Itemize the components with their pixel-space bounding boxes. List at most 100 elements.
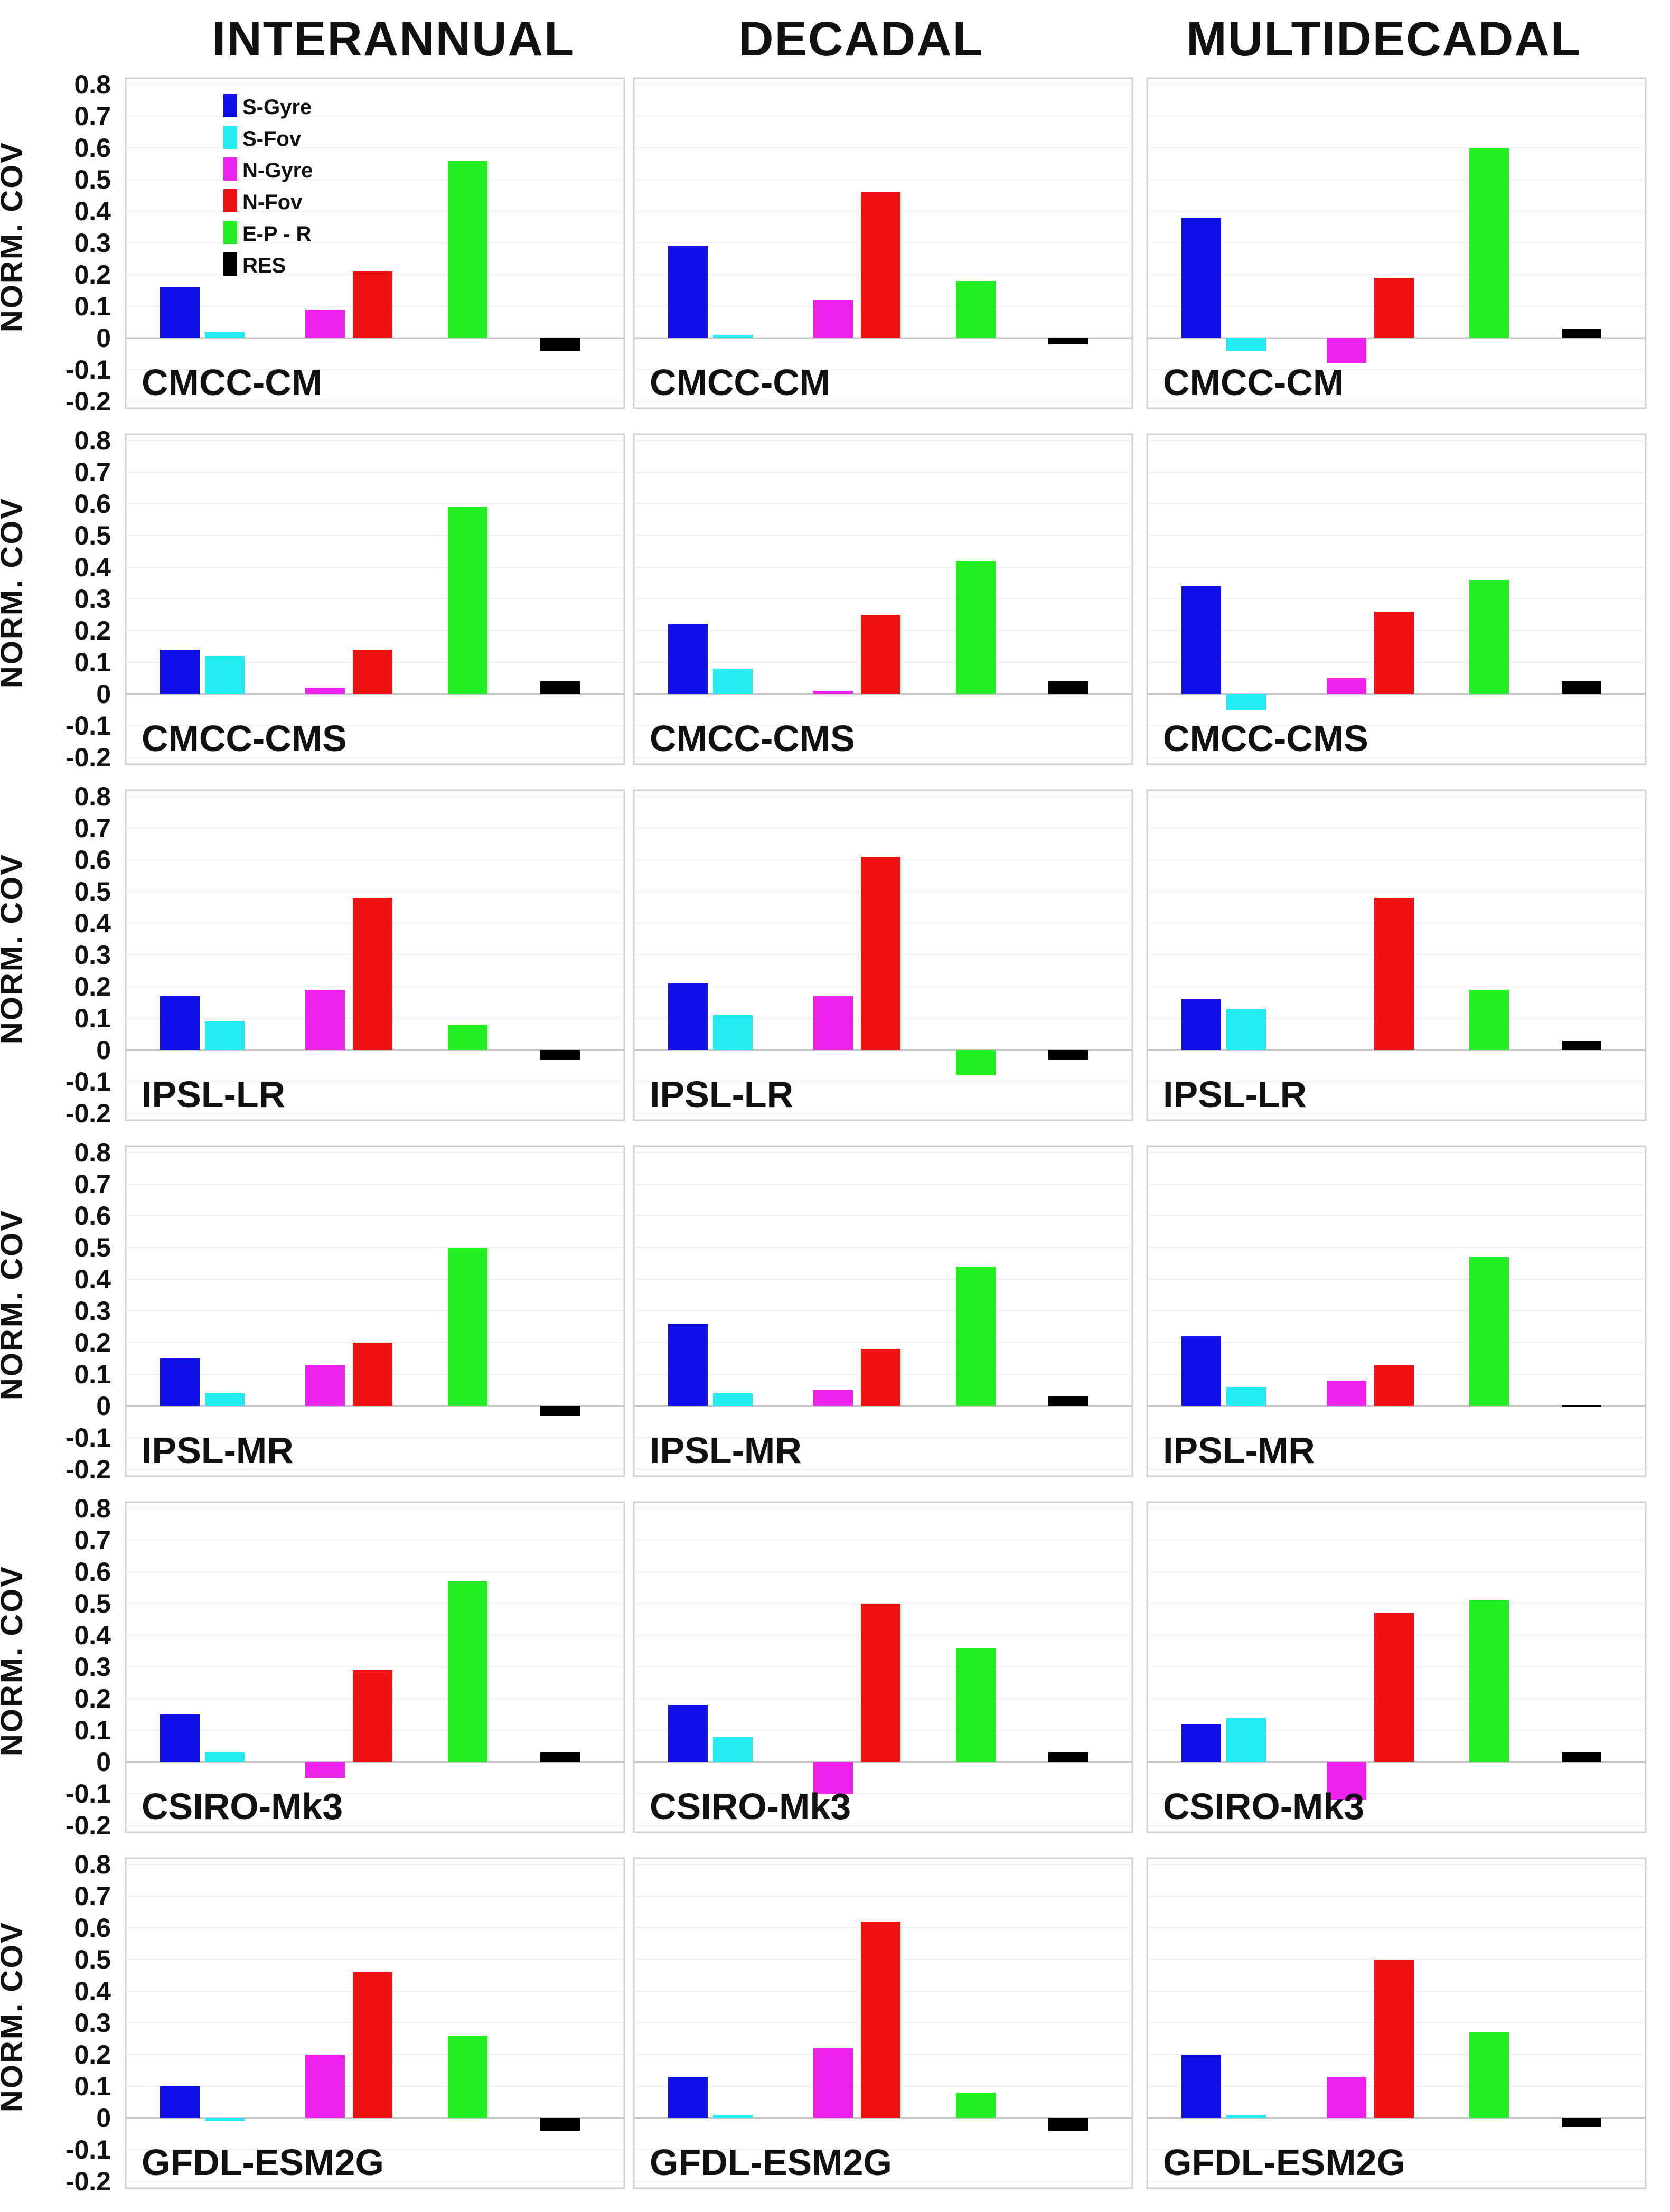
- y-tick-label: 0.4: [74, 1620, 111, 1650]
- model-label: IPSL-LR: [650, 1074, 793, 1115]
- bar-n-fov: [1374, 612, 1414, 694]
- legend-swatch-e-p-r: [223, 221, 237, 244]
- y-tick-label: 0.6: [74, 1913, 111, 1943]
- y-tick-label: 0.8: [74, 1138, 111, 1167]
- y-axis-label: NORM. COV: [0, 141, 29, 332]
- y-tick-label: -0.2: [65, 2167, 111, 2196]
- y-tick-label: 0.2: [74, 260, 111, 289]
- bar-n-fov: [1374, 1960, 1414, 2118]
- legend-label-s-gyre: S-Gyre: [242, 96, 312, 119]
- y-tick-label: -0.1: [65, 355, 111, 385]
- y-axis-label: NORM. COV: [0, 1921, 29, 2112]
- bar-res: [1562, 1752, 1601, 1762]
- y-tick-label: 0.4: [74, 1264, 111, 1294]
- bar-s-gyre: [1181, 1724, 1221, 1762]
- bar-s-gyre: [160, 650, 200, 694]
- bar-n-gyre: [305, 990, 345, 1050]
- bar-s-fov: [1226, 694, 1266, 710]
- legend-swatch-s-gyre: [223, 94, 237, 117]
- model-label: GFDL-ESM2G: [142, 2142, 384, 2183]
- y-tick-label: 0: [96, 1747, 111, 1777]
- y-tick-label: 0.6: [74, 489, 111, 519]
- bar-e-p-r: [956, 2093, 996, 2118]
- bar-s-gyre: [1181, 999, 1221, 1050]
- bar-res: [1562, 329, 1601, 338]
- bar-s-gyre: [668, 1324, 708, 1406]
- bar-n-fov: [353, 1670, 392, 1762]
- bar-s-fov: [713, 1737, 753, 1762]
- model-label: CMCC-CM: [142, 362, 322, 403]
- bar-n-fov: [1374, 1365, 1414, 1406]
- bar-e-p-r: [1469, 1257, 1509, 1406]
- bar-n-gyre: [813, 2048, 853, 2118]
- y-tick-label: 0.2: [74, 972, 111, 1001]
- bar-res: [540, 1050, 580, 1060]
- y-tick-label: 0.7: [74, 813, 111, 843]
- y-tick-label: 0.4: [74, 1976, 111, 2006]
- panel-cmcc-cms-decadal: CMCC-CMS: [633, 433, 1133, 765]
- model-label: IPSL-MR: [650, 1430, 802, 1471]
- bar-n-fov: [861, 1349, 900, 1406]
- legend-label-n-gyre: N-Gyre: [242, 159, 313, 182]
- bar-s-gyre: [160, 287, 200, 338]
- bar-s-gyre: [668, 624, 708, 694]
- model-label: CMCC-CMS: [1163, 718, 1368, 759]
- bar-s-fov: [205, 332, 245, 338]
- bar-s-gyre: [1181, 218, 1221, 338]
- y-tick-label: 0.6: [74, 133, 111, 163]
- bar-res: [540, 1752, 580, 1762]
- bar-n-gyre: [1327, 2077, 1366, 2118]
- y-tick-label: 0.5: [74, 1945, 111, 1974]
- bar-n-fov: [861, 1604, 900, 1762]
- bar-s-fov: [713, 1393, 753, 1406]
- model-label: CMCC-CMS: [142, 718, 347, 759]
- bar-n-gyre: [305, 310, 345, 338]
- model-label: CSIRO-Mk3: [650, 1786, 851, 1827]
- bar-n-gyre: [1327, 678, 1366, 694]
- bar-e-p-r: [448, 1248, 487, 1406]
- legend-label-n-fov: N-Fov: [242, 191, 303, 214]
- panel-cmcc-cms-multidecadal: CMCC-CMS: [1146, 433, 1647, 765]
- panel-csiro-mk3-interannual: CSIRO-Mk3: [125, 1501, 625, 1833]
- bar-s-fov: [205, 1021, 245, 1050]
- bar-n-gyre: [1327, 1381, 1366, 1406]
- bar-res: [540, 2118, 580, 2131]
- bar-n-fov: [1374, 1613, 1414, 1762]
- legend-swatch-n-gyre: [223, 157, 237, 181]
- panel-gfdl-esm2g-interannual: GFDL-ESM2G: [125, 1857, 625, 2189]
- y-tick-label: 0: [96, 1035, 111, 1065]
- bar-n-gyre: [1327, 1762, 1366, 1800]
- bar-s-gyre: [668, 1705, 708, 1762]
- bar-n-gyre: [305, 1365, 345, 1406]
- y-tick-label: 0: [96, 1391, 111, 1421]
- bar-n-fov: [861, 615, 900, 694]
- model-label: CMCC-CM: [650, 362, 830, 403]
- bar-s-fov: [713, 1015, 753, 1050]
- bar-s-fov: [205, 2118, 245, 2121]
- y-tick-label: 0.1: [74, 2072, 111, 2101]
- y-tick-label: 0.3: [74, 940, 111, 970]
- y-tick-label: 0.5: [74, 1233, 111, 1262]
- y-tick-label: 0.5: [74, 877, 111, 906]
- bar-e-p-r: [956, 1648, 996, 1762]
- bar-s-fov: [1226, 2115, 1266, 2118]
- bar-res: [1048, 338, 1088, 344]
- bar-res: [1562, 2118, 1601, 2127]
- y-tick-label: 0.3: [74, 1296, 111, 1326]
- bar-e-p-r: [956, 281, 996, 338]
- y-tick-label: 0.1: [74, 1716, 111, 1745]
- bar-s-fov: [1226, 1718, 1266, 1762]
- legend-swatch-s-fov: [223, 126, 237, 149]
- bar-s-fov: [713, 335, 753, 338]
- legend-label-s-fov: S-Fov: [242, 127, 302, 151]
- bar-n-fov: [861, 192, 900, 338]
- bar-res: [1048, 2118, 1088, 2131]
- y-tick-label: 0.1: [74, 292, 111, 321]
- bar-e-p-r: [956, 1267, 996, 1406]
- y-tick-label: -0.1: [65, 1423, 111, 1452]
- bar-n-gyre: [813, 1762, 853, 1794]
- bar-res: [1048, 1752, 1088, 1762]
- y-tick-label: 0.4: [74, 908, 111, 938]
- panel-ipsl-lr-decadal: IPSL-LR: [633, 789, 1133, 1121]
